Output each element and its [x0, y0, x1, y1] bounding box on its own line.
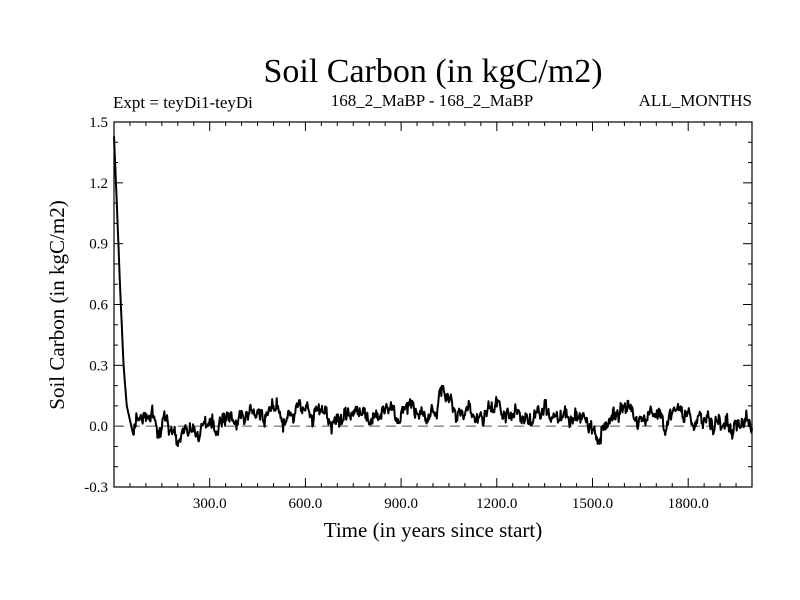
x-tick-label: 1500.0: [572, 496, 613, 512]
axis-ticks: [114, 121, 752, 488]
y-tick-label: 1.5: [89, 115, 108, 131]
y-axis-label: Soil Carbon (in kgC/m2): [45, 200, 69, 409]
plot-frame: [113, 121, 753, 488]
x-axis-label: Time (in years since start): [324, 518, 543, 542]
y-tick-label: 0.6: [89, 298, 108, 314]
chart-title: Soil Carbon (in kgC/m2): [263, 53, 602, 90]
y-tick-label: 0.3: [89, 358, 108, 374]
x-tick-label: 1200.0: [476, 496, 517, 512]
y-tick-label: 0.0: [89, 419, 108, 435]
axis-tick-labels: 300.0 600.0 900.0 1200.0 1500.0 1800.0 -0.3 0.0…: [84, 115, 709, 512]
months-label: ALL_MONTHS: [639, 91, 752, 110]
y-tick-label: 0.9: [89, 237, 108, 253]
y-tick-label: 1.2: [89, 176, 108, 192]
series-line-soil-carbon: [113, 136, 753, 448]
x-tick-label: 900.0: [384, 496, 418, 512]
x-tick-label: 300.0: [193, 496, 227, 512]
x-tick-label: 1800.0: [668, 496, 709, 512]
x-tick-label: 600.0: [289, 496, 323, 512]
y-tick-label: -0.3: [84, 480, 108, 496]
experiment-label: Expt = teyDi1-teyDi: [113, 93, 253, 112]
period-label: 168_2_MaBP - 168_2_MaBP: [331, 91, 533, 110]
